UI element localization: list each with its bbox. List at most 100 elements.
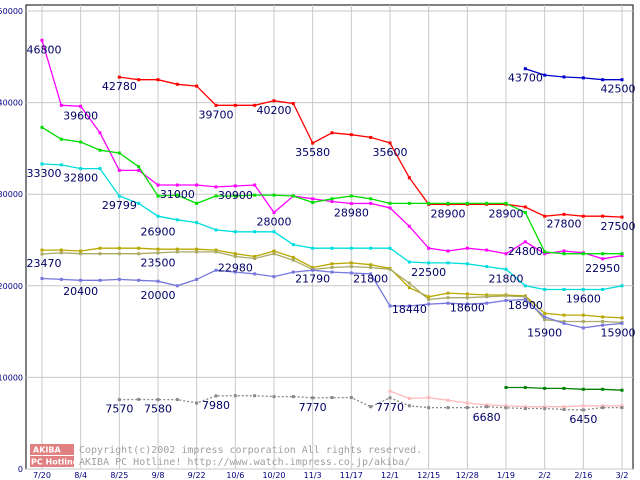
series-point	[562, 75, 566, 79]
y-tick-label: 10000	[0, 373, 23, 382]
series-point	[543, 405, 547, 409]
series-point	[504, 201, 508, 205]
series-point	[388, 141, 392, 145]
series-point	[543, 386, 547, 390]
series-point	[446, 201, 450, 205]
logo-bottom-text: PC Hotline!	[31, 458, 82, 467]
series-point	[388, 389, 392, 393]
series-point	[195, 183, 199, 187]
series-point	[253, 230, 257, 234]
x-tick-label: 11/3	[304, 471, 322, 480]
series-point	[349, 396, 353, 400]
series-point	[581, 320, 585, 324]
series-point	[465, 401, 469, 405]
data-label: 42780	[102, 80, 137, 93]
data-label: 28900	[489, 207, 524, 220]
series-point	[543, 252, 547, 256]
x-tick-label: 1/19	[497, 471, 515, 480]
series-point	[137, 397, 141, 401]
series-point	[465, 406, 469, 410]
series-point	[581, 326, 585, 330]
series-point	[543, 214, 547, 218]
series-point	[272, 249, 276, 253]
x-tick-label: 10/6	[226, 471, 244, 480]
data-label: 7770	[299, 401, 327, 414]
x-tick-label: 9/8	[152, 471, 165, 480]
series-point	[601, 406, 605, 410]
series-point	[233, 230, 237, 234]
series-point	[59, 248, 63, 252]
series-point	[117, 252, 121, 256]
series-point	[330, 131, 334, 135]
series-point	[272, 211, 276, 215]
series-point	[291, 255, 295, 259]
series-point	[504, 406, 508, 410]
series-point	[330, 200, 334, 204]
akiba-logo: AKIBA PC Hotline!	[30, 444, 82, 467]
series-point	[117, 75, 121, 79]
series-point	[407, 404, 411, 408]
series-point	[349, 246, 353, 250]
series-point	[175, 183, 179, 187]
series-point	[369, 246, 373, 250]
series-point	[407, 396, 411, 400]
data-label: 42500	[601, 83, 636, 96]
series-point	[446, 301, 450, 305]
data-label: 46800	[27, 43, 62, 56]
series-point	[543, 287, 547, 291]
series-point	[369, 201, 373, 205]
series-point	[504, 385, 508, 389]
series-point	[601, 323, 605, 327]
series-point	[156, 214, 160, 218]
series-point	[465, 201, 469, 205]
data-label: 35580	[295, 146, 330, 159]
series-point	[523, 67, 527, 71]
series-point	[601, 287, 605, 291]
x-tick-label: 3/2	[616, 471, 629, 480]
series-point	[330, 270, 334, 274]
data-label: 32800	[63, 172, 98, 185]
series-point	[349, 261, 353, 265]
series-point	[369, 265, 373, 269]
x-tick-label: 7/20	[33, 471, 51, 480]
series-line	[119, 395, 622, 411]
series-point	[485, 265, 489, 269]
data-label: 21800	[489, 272, 524, 285]
series-point	[581, 387, 585, 391]
series-point	[562, 212, 566, 216]
series-point	[311, 265, 315, 269]
series-point	[523, 385, 527, 389]
data-label: 18600	[450, 302, 485, 315]
series-point	[543, 73, 547, 77]
series-point	[195, 221, 199, 225]
x-tick-label: 8/25	[110, 471, 128, 480]
series-point	[407, 304, 411, 308]
series-point	[137, 165, 141, 169]
data-label: 6680	[473, 411, 501, 424]
series-point	[427, 261, 431, 265]
series-point	[601, 387, 605, 391]
series-point	[523, 284, 527, 288]
series-point	[272, 230, 276, 234]
data-label: 31000	[160, 188, 195, 201]
series-point	[311, 141, 315, 145]
series-point	[581, 408, 585, 412]
series-point	[40, 276, 44, 280]
series-point	[523, 407, 527, 411]
series-point	[59, 277, 63, 281]
series-point	[79, 278, 83, 282]
series-point	[369, 135, 373, 139]
series-point	[291, 258, 295, 262]
series-point	[485, 301, 489, 305]
series-point	[504, 294, 508, 298]
series-point	[620, 254, 624, 258]
series-point	[388, 201, 392, 205]
series-point	[446, 406, 450, 410]
series-point	[601, 257, 605, 261]
series-point	[214, 185, 218, 189]
series-point	[156, 183, 160, 187]
series-point	[311, 197, 315, 201]
series-point	[369, 197, 373, 201]
series-point	[59, 163, 63, 167]
